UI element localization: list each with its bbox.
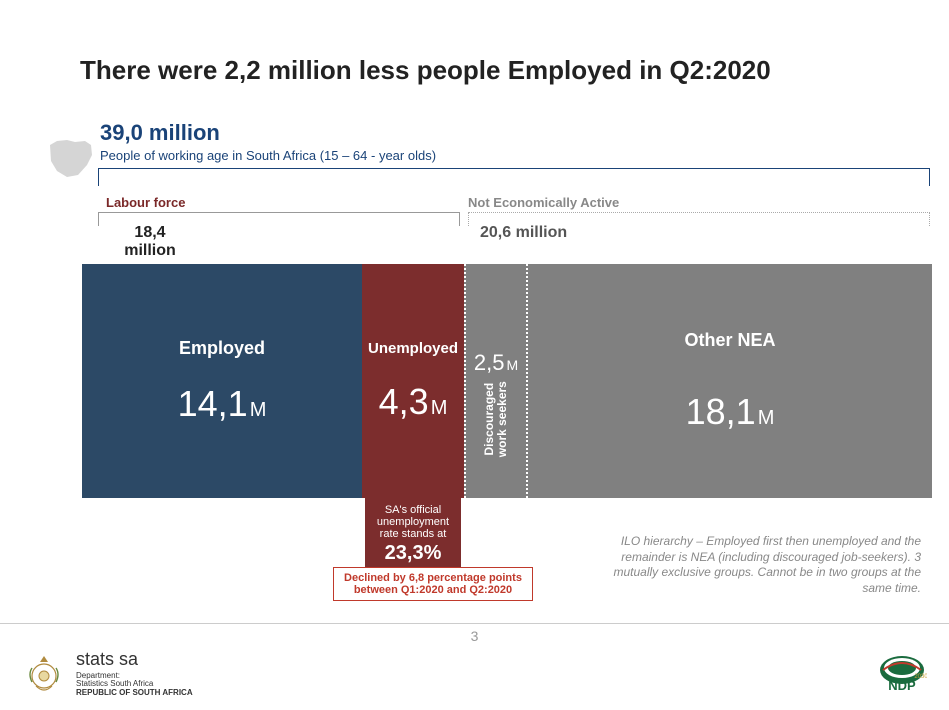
svg-text:NDP: NDP bbox=[888, 678, 916, 693]
category-labels-row: Labour force Not Economically Active bbox=[100, 195, 928, 210]
nea-value: 20,6 million bbox=[480, 224, 567, 242]
segment-unemployed-label: Unemployed bbox=[368, 340, 458, 357]
slide-title: There were 2,2 million less people Emplo… bbox=[80, 55, 771, 86]
unemployment-rate-intro: SA's official unemployment rate stands a… bbox=[371, 504, 455, 540]
segment-discouraged-label: Discouragedwork seekers bbox=[483, 381, 509, 457]
footer-org-name: stats sa bbox=[76, 650, 193, 670]
segment-other-nea-value: 18,1M bbox=[686, 391, 775, 433]
segment-discouraged: 2,5M Discouragedwork seekers bbox=[464, 264, 528, 498]
footer-divider bbox=[0, 623, 949, 624]
total-population-block: 39,0 million People of working age in So… bbox=[100, 120, 436, 163]
segment-other-nea-unit: M bbox=[758, 407, 775, 429]
segment-other-nea: Other NEA 18,1M bbox=[528, 264, 932, 498]
segment-unemployed-number: 4,3 bbox=[379, 381, 429, 422]
footer-dept-line2: Statistics South Africa bbox=[76, 679, 153, 688]
total-population-value: 39,0 million bbox=[100, 120, 436, 146]
segment-unemployed: Unemployed 4,3M bbox=[362, 264, 464, 498]
decline-note: Declined by 6,8 percentage points betwee… bbox=[333, 567, 533, 601]
segment-unemployed-value: 4,3M bbox=[379, 381, 448, 423]
population-bar-chart: Employed 14,1M Unemployed 4,3M 2,5M Disc… bbox=[82, 264, 932, 498]
svg-text:2030: 2030 bbox=[914, 674, 927, 680]
segment-employed-number: 14,1 bbox=[178, 383, 248, 424]
labour-force-label: Labour force bbox=[100, 195, 462, 210]
footer-dept-line1: Department: bbox=[76, 671, 120, 680]
bracket-total bbox=[98, 168, 930, 186]
footer-org-text: stats sa Department: Statistics South Af… bbox=[76, 650, 193, 698]
segment-employed-unit: M bbox=[250, 399, 267, 421]
segment-other-nea-label: Other NEA bbox=[684, 330, 775, 351]
segment-employed-value: 14,1M bbox=[178, 383, 267, 425]
page-number: 3 bbox=[0, 628, 949, 644]
segment-employed-label: Employed bbox=[179, 338, 265, 359]
unemployment-rate-callout: SA's official unemployment rate stands a… bbox=[365, 498, 461, 573]
ndp-logo-icon: NDP 2030 bbox=[877, 654, 927, 696]
segment-unemployed-unit: M bbox=[431, 397, 448, 419]
unemployment-rate-value: 23,3% bbox=[371, 542, 455, 565]
segment-other-nea-number: 18,1 bbox=[686, 391, 756, 432]
nea-label: Not Economically Active bbox=[462, 195, 619, 210]
total-population-desc: People of working age in South Africa (1… bbox=[100, 148, 436, 163]
footer-org-dept: Department: Statistics South Africa REPU… bbox=[76, 672, 193, 698]
footer-dept-line3: REPUBLIC OF SOUTH AFRICA bbox=[76, 688, 193, 697]
segment-employed: Employed 14,1M bbox=[82, 264, 362, 498]
segment-discouraged-value: 2,5M bbox=[474, 350, 518, 376]
slide: There were 2,2 million less people Emplo… bbox=[0, 0, 949, 710]
labour-force-value: 18,4 million bbox=[115, 224, 185, 260]
footer-org-block: stats sa Department: Statistics South Af… bbox=[22, 650, 193, 698]
ilo-footnote: ILO hierarchy – Employed first then unem… bbox=[601, 534, 921, 596]
south-africa-map-icon bbox=[45, 135, 95, 180]
segment-discouraged-number: 2,5 bbox=[474, 350, 505, 375]
segment-discouraged-unit: M bbox=[506, 357, 518, 373]
coat-of-arms-icon bbox=[22, 652, 66, 696]
